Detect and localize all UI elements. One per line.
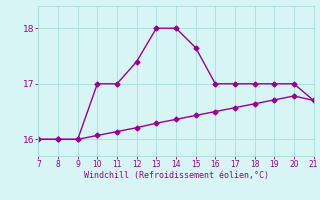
X-axis label: Windchill (Refroidissement éolien,°C): Windchill (Refroidissement éolien,°C) (84, 171, 268, 180)
